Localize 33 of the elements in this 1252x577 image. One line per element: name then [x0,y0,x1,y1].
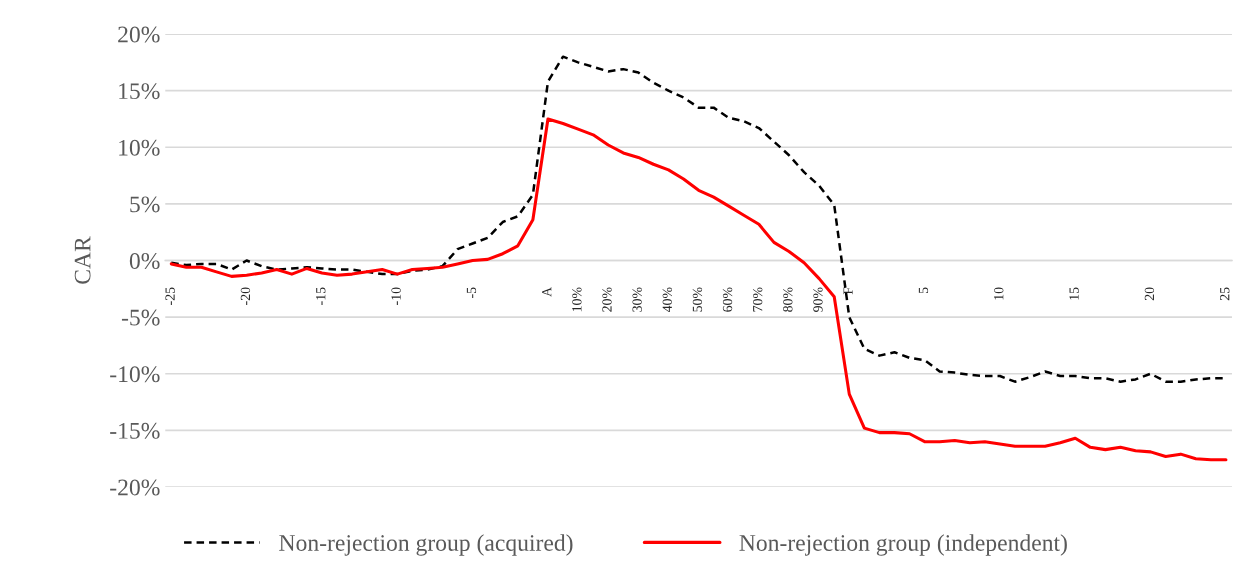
y-tick-label: -5% [121,309,160,326]
x-tick-label: 10 [994,287,1004,300]
x-tick-label: -5 [466,287,477,298]
x-tick-label: 5 [918,287,929,294]
y-tick-label: -10% [110,366,160,383]
x-tick-label: 80% [783,287,793,312]
legend-label: Non-rejection group (independent) [739,534,1067,556]
y-axis-title: CAR [74,236,91,284]
x-tick-label: -10 [391,287,401,305]
y-tick-label: 5% [130,196,160,213]
legend-label: Non-rejection group (acquired) [279,534,573,556]
x-tick-label: 10% [572,287,582,312]
y-tick-label: 15% [119,83,160,100]
x-tick-label: -25 [165,287,175,305]
x-tick-label: 90% [813,287,823,312]
x-tick-label: 50% [692,287,703,312]
y-tick-label: 20% [118,26,160,43]
x-tick-label: -20 [240,287,251,305]
x-tick-label: 25 [1220,287,1230,301]
x-tick-label: 40% [662,287,673,313]
x-tick-label: 20% [602,287,612,312]
x-tick-label: 20 [1144,287,1155,301]
x-tick-label: 70% [752,287,763,312]
y-tick-label: -20% [110,479,160,496]
x-tick-label: -15 [316,287,326,305]
x-tick-label: A [542,287,552,297]
y-tick-label: -15% [110,422,160,439]
y-tick-label: 0% [129,253,160,270]
x-tick-label: 60% [722,287,733,312]
x-tick-label: F [843,287,853,295]
x-tick-label: 15 [1069,287,1079,300]
x-tick-label: 30% [632,287,642,312]
y-tick-label: 10% [119,139,160,156]
